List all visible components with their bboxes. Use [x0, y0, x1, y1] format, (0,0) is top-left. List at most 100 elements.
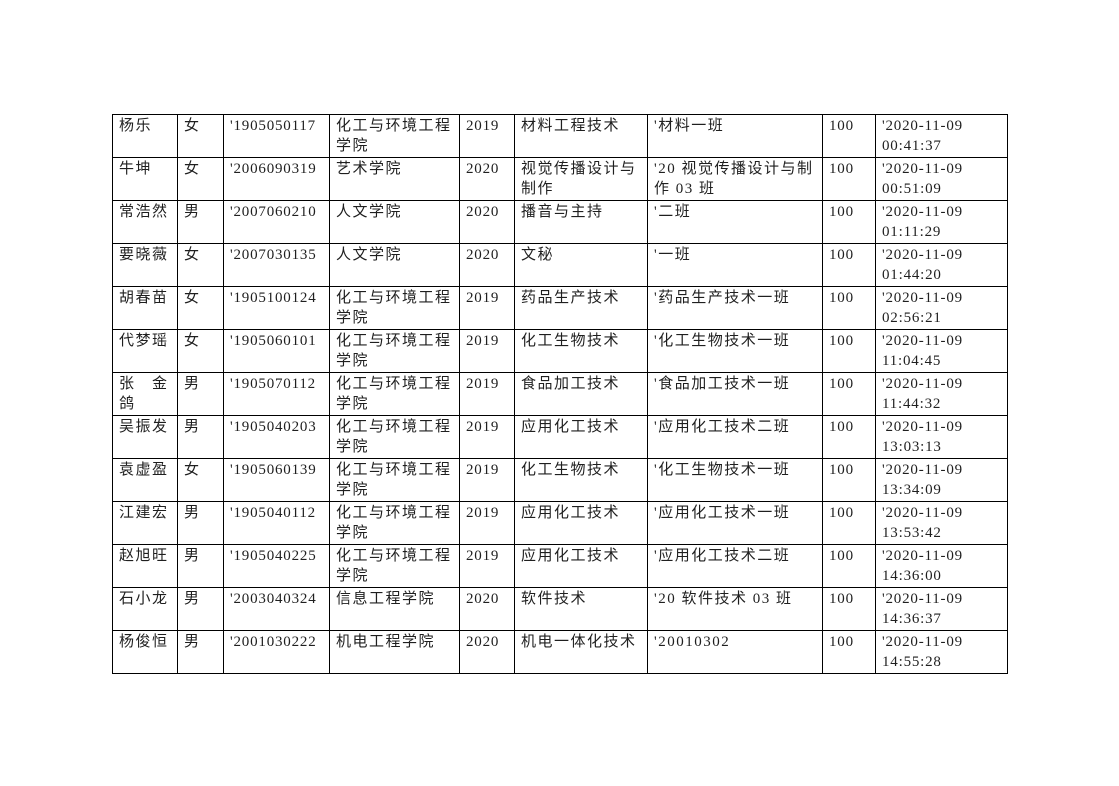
cell-name: 袁虚盈: [112, 458, 178, 502]
cell-major: 食品加工技术: [514, 372, 648, 416]
table-row: 代梦瑶女 '1905060101 化工与环境工程 学院 2019 化工生物技术 '化工生物…: [112, 329, 1008, 373]
cell-college: 人文学院: [329, 243, 460, 287]
cell-score: 100: [822, 544, 876, 588]
table-row: 常浩然男 '2007060210 人文学院 2020 播音与主持 '二班 100'2020-…: [112, 200, 1008, 244]
cell-gender: 男: [177, 200, 224, 244]
cell-gender: 男: [177, 630, 224, 674]
cell-class: '食品加工技术一班: [647, 372, 823, 416]
table-row: 张 金 鸽男 '1905070112 化工与环境工程 学院 2019 食品加工技术 '食品…: [112, 372, 1008, 416]
cell-gender: 女: [177, 114, 224, 158]
cell-score: 100: [822, 458, 876, 502]
cell-score: 100: [822, 415, 876, 459]
cell-name: 要晓薇: [112, 243, 178, 287]
cell-gender: 女: [177, 286, 224, 330]
table-row: 胡春苗女 '1905100124 化工与环境工程 学院 2019 药品生产技术 '药品生产…: [112, 286, 1008, 330]
cell-year: 2020: [459, 243, 515, 287]
cell-name: 石小龙: [112, 587, 178, 631]
table-row: 石小龙男 '2003040324 信息工程学院 2020 软件技术 '20 软件技术 03…: [112, 587, 1008, 631]
cell-year: 2020: [459, 200, 515, 244]
cell-score: 100: [822, 630, 876, 674]
table-row: 赵旭旺男 '1905040225 化工与环境工程 学院 2019 应用化工技术 '应用化工…: [112, 544, 1008, 588]
cell-name: 赵旭旺: [112, 544, 178, 588]
cell-submit-time: '2020-11-09 11:04:45: [875, 329, 1008, 373]
cell-student-id: '1905040112: [223, 501, 330, 545]
cell-college: 化工与环境工程 学院: [329, 458, 460, 502]
cell-submit-time: '2020-11-09 13:53:42: [875, 501, 1008, 545]
cell-submit-time: '2020-11-09 00:41:37: [875, 114, 1008, 158]
cell-student-id: '2007030135: [223, 243, 330, 287]
cell-submit-time: '2020-11-09 01:11:29: [875, 200, 1008, 244]
table-row: 要晓薇女 '2007030135 人文学院 2020 文秘 '一班 100'2020-11-…: [112, 243, 1008, 287]
cell-class: '材料一班: [647, 114, 823, 158]
cell-gender: 男: [177, 501, 224, 545]
cell-college: 艺术学院: [329, 157, 460, 201]
cell-major: 化工生物技术: [514, 458, 648, 502]
student-records-table: 杨乐女 '1905050117 化工与环境工程 学院 2019 材料工程技术 '材料一班 1…: [112, 114, 1008, 674]
cell-submit-time: '2020-11-09 11:44:32: [875, 372, 1008, 416]
cell-year: 2020: [459, 630, 515, 674]
cell-college: 化工与环境工程 学院: [329, 114, 460, 158]
cell-name: 杨乐: [112, 114, 178, 158]
cell-class: '20 软件技术 03 班: [647, 587, 823, 631]
cell-gender: 男: [177, 544, 224, 588]
cell-college: 化工与环境工程 学院: [329, 372, 460, 416]
cell-submit-time: '2020-11-09 01:44:20: [875, 243, 1008, 287]
cell-gender: 女: [177, 329, 224, 373]
cell-major: 应用化工技术: [514, 415, 648, 459]
table-row: 牛坤女 '2006090319 艺术学院 2020 视觉传播设计与 制作 '20 视觉传播…: [112, 157, 1008, 201]
cell-major: 软件技术: [514, 587, 648, 631]
cell-student-id: '2007060210: [223, 200, 330, 244]
table-row: 杨俊恒男 '2001030222 机电工程学院 2020 机电一体化技术 '2001030…: [112, 630, 1008, 674]
cell-year: 2019: [459, 544, 515, 588]
cell-major: 应用化工技术: [514, 501, 648, 545]
cell-year: 2019: [459, 501, 515, 545]
cell-college: 人文学院: [329, 200, 460, 244]
cell-year: 2019: [459, 372, 515, 416]
cell-student-id: '1905070112: [223, 372, 330, 416]
cell-student-id: '2003040324: [223, 587, 330, 631]
cell-submit-time: '2020-11-09 14:36:00: [875, 544, 1008, 588]
cell-student-id: '2006090319: [223, 157, 330, 201]
cell-submit-time: '2020-11-09 02:56:21: [875, 286, 1008, 330]
cell-gender: 男: [177, 372, 224, 416]
cell-year: 2019: [459, 114, 515, 158]
cell-major: 机电一体化技术: [514, 630, 648, 674]
cell-college: 化工与环境工程 学院: [329, 329, 460, 373]
cell-major: 播音与主持: [514, 200, 648, 244]
cell-score: 100: [822, 329, 876, 373]
cell-submit-time: '2020-11-09 00:51:09: [875, 157, 1008, 201]
cell-gender: 女: [177, 243, 224, 287]
cell-submit-time: '2020-11-09 13:03:13: [875, 415, 1008, 459]
cell-class: '应用化工技术二班: [647, 544, 823, 588]
cell-name: 杨俊恒: [112, 630, 178, 674]
cell-college: 化工与环境工程 学院: [329, 286, 460, 330]
cell-name: 张 金 鸽: [112, 372, 178, 416]
table-row: 江建宏男 '1905040112 化工与环境工程 学院 2019 应用化工技术 '应用化工…: [112, 501, 1008, 545]
cell-major: 应用化工技术: [514, 544, 648, 588]
cell-name: 吴振发: [112, 415, 178, 459]
cell-submit-time: '2020-11-09 14:55:28: [875, 630, 1008, 674]
table-row: 吴振发男 '1905040203 化工与环境工程 学院 2019 应用化工技术 '应用化工…: [112, 415, 1008, 459]
cell-score: 100: [822, 587, 876, 631]
cell-score: 100: [822, 200, 876, 244]
cell-college: 化工与环境工程 学院: [329, 415, 460, 459]
cell-major: 材料工程技术: [514, 114, 648, 158]
cell-gender: 男: [177, 587, 224, 631]
cell-year: 2019: [459, 286, 515, 330]
table-row: 杨乐女 '1905050117 化工与环境工程 学院 2019 材料工程技术 '材料一班 1…: [112, 114, 1008, 158]
cell-score: 100: [822, 157, 876, 201]
cell-name: 常浩然: [112, 200, 178, 244]
cell-score: 100: [822, 114, 876, 158]
cell-gender: 女: [177, 157, 224, 201]
cell-college: 机电工程学院: [329, 630, 460, 674]
cell-year: 2019: [459, 458, 515, 502]
cell-year: 2019: [459, 329, 515, 373]
cell-student-id: '1905060139: [223, 458, 330, 502]
cell-score: 100: [822, 286, 876, 330]
cell-class: '一班: [647, 243, 823, 287]
cell-college: 化工与环境工程 学院: [329, 544, 460, 588]
cell-name: 胡春苗: [112, 286, 178, 330]
cell-class: '药品生产技术一班: [647, 286, 823, 330]
cell-class: '应用化工技术二班: [647, 415, 823, 459]
cell-year: 2020: [459, 587, 515, 631]
